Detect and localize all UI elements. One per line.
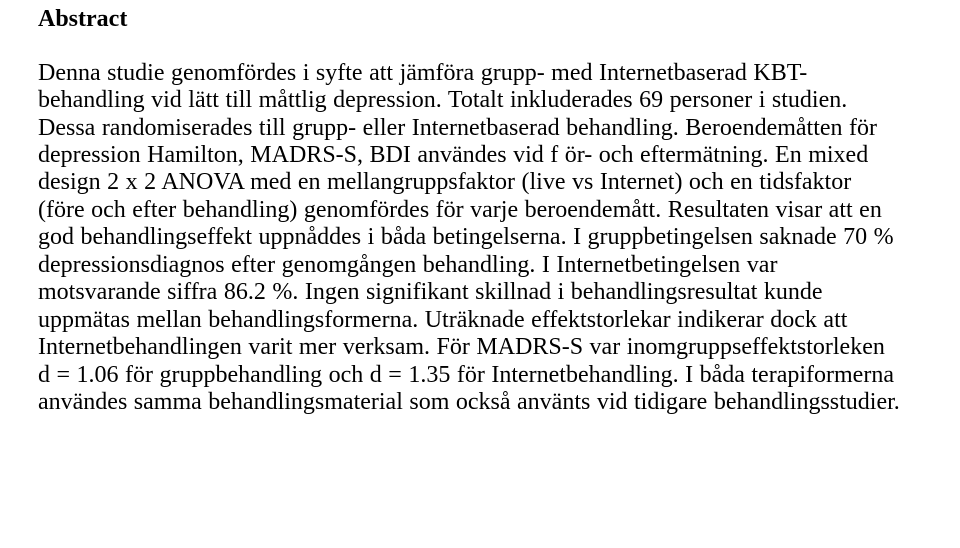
abstract-heading: Abstract (38, 6, 900, 34)
abstract-body: Denna studie genomfördes i syfte att jäm… (38, 60, 900, 417)
document-page: Abstract Denna studie genomfördes i syft… (0, 0, 960, 417)
